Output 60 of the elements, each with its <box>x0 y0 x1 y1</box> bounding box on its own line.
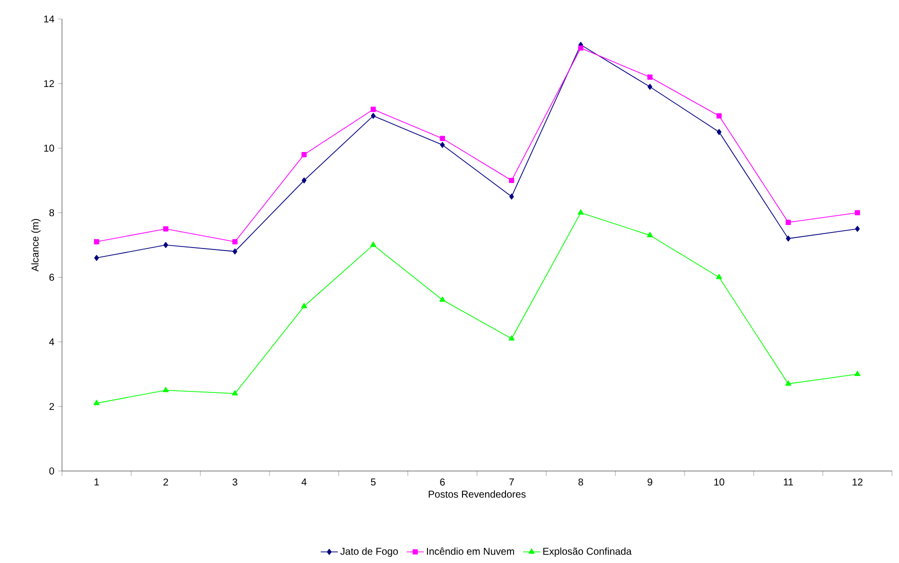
y-tick-label: 10 <box>44 144 54 152</box>
point <box>232 390 238 396</box>
point <box>301 302 308 308</box>
y-tick-label: 8 <box>49 209 54 216</box>
point <box>647 74 653 80</box>
point <box>162 386 169 392</box>
point <box>370 106 376 112</box>
y-tick-label: 14 <box>44 16 54 22</box>
y-tick-label: 0 <box>49 467 54 475</box>
point <box>578 45 584 51</box>
point <box>94 254 99 261</box>
point <box>785 380 792 386</box>
point <box>509 194 514 200</box>
x-tick-label: 7 <box>509 478 514 486</box>
x-tick-label: 12 <box>852 478 862 486</box>
point <box>440 136 446 142</box>
legend-label: Jato de Fogo <box>340 548 398 557</box>
legend-label: Incêndio em Nuvem <box>427 548 514 555</box>
x-tick-label: 2 <box>163 478 168 486</box>
point <box>163 226 168 232</box>
point <box>94 239 100 244</box>
point <box>716 274 722 280</box>
x-tick-label: 10 <box>714 478 724 486</box>
point <box>854 210 860 216</box>
y-tick-label: 6 <box>49 274 54 281</box>
point <box>440 142 445 148</box>
point <box>439 296 446 302</box>
point <box>786 220 791 225</box>
point <box>232 248 238 254</box>
point <box>786 236 791 242</box>
point <box>648 84 652 90</box>
x-tick-label: 8 <box>578 478 584 486</box>
point <box>716 129 722 135</box>
point <box>578 209 584 215</box>
x-tick-label: 3 <box>232 478 238 486</box>
x-tick-label: 4 <box>302 478 307 486</box>
x-tick-label: 5 <box>370 478 376 486</box>
point <box>163 242 168 248</box>
x-tick-label: 11 <box>784 478 793 486</box>
x-tick-label: 9 <box>648 478 652 486</box>
y-axis-title: Alcance (m) <box>31 219 41 272</box>
x-tick-label: 6 <box>440 478 445 486</box>
point <box>509 178 514 184</box>
y-tick-label: 4 <box>49 338 54 346</box>
point <box>716 113 722 118</box>
y-tick-label: 2 <box>49 402 54 410</box>
point <box>646 232 653 238</box>
point <box>854 370 860 376</box>
point <box>508 335 515 341</box>
x-axis-title: Postos Revendedores <box>428 490 526 498</box>
point <box>232 239 238 244</box>
point <box>94 400 100 406</box>
x-tick-label: 1 <box>94 478 99 486</box>
point <box>370 242 376 247</box>
legend-label: Explosão Confinada <box>543 548 632 557</box>
point <box>302 177 306 184</box>
point <box>370 112 376 119</box>
point <box>301 152 307 158</box>
point <box>855 226 860 232</box>
y-tick-label: 12 <box>44 80 54 88</box>
